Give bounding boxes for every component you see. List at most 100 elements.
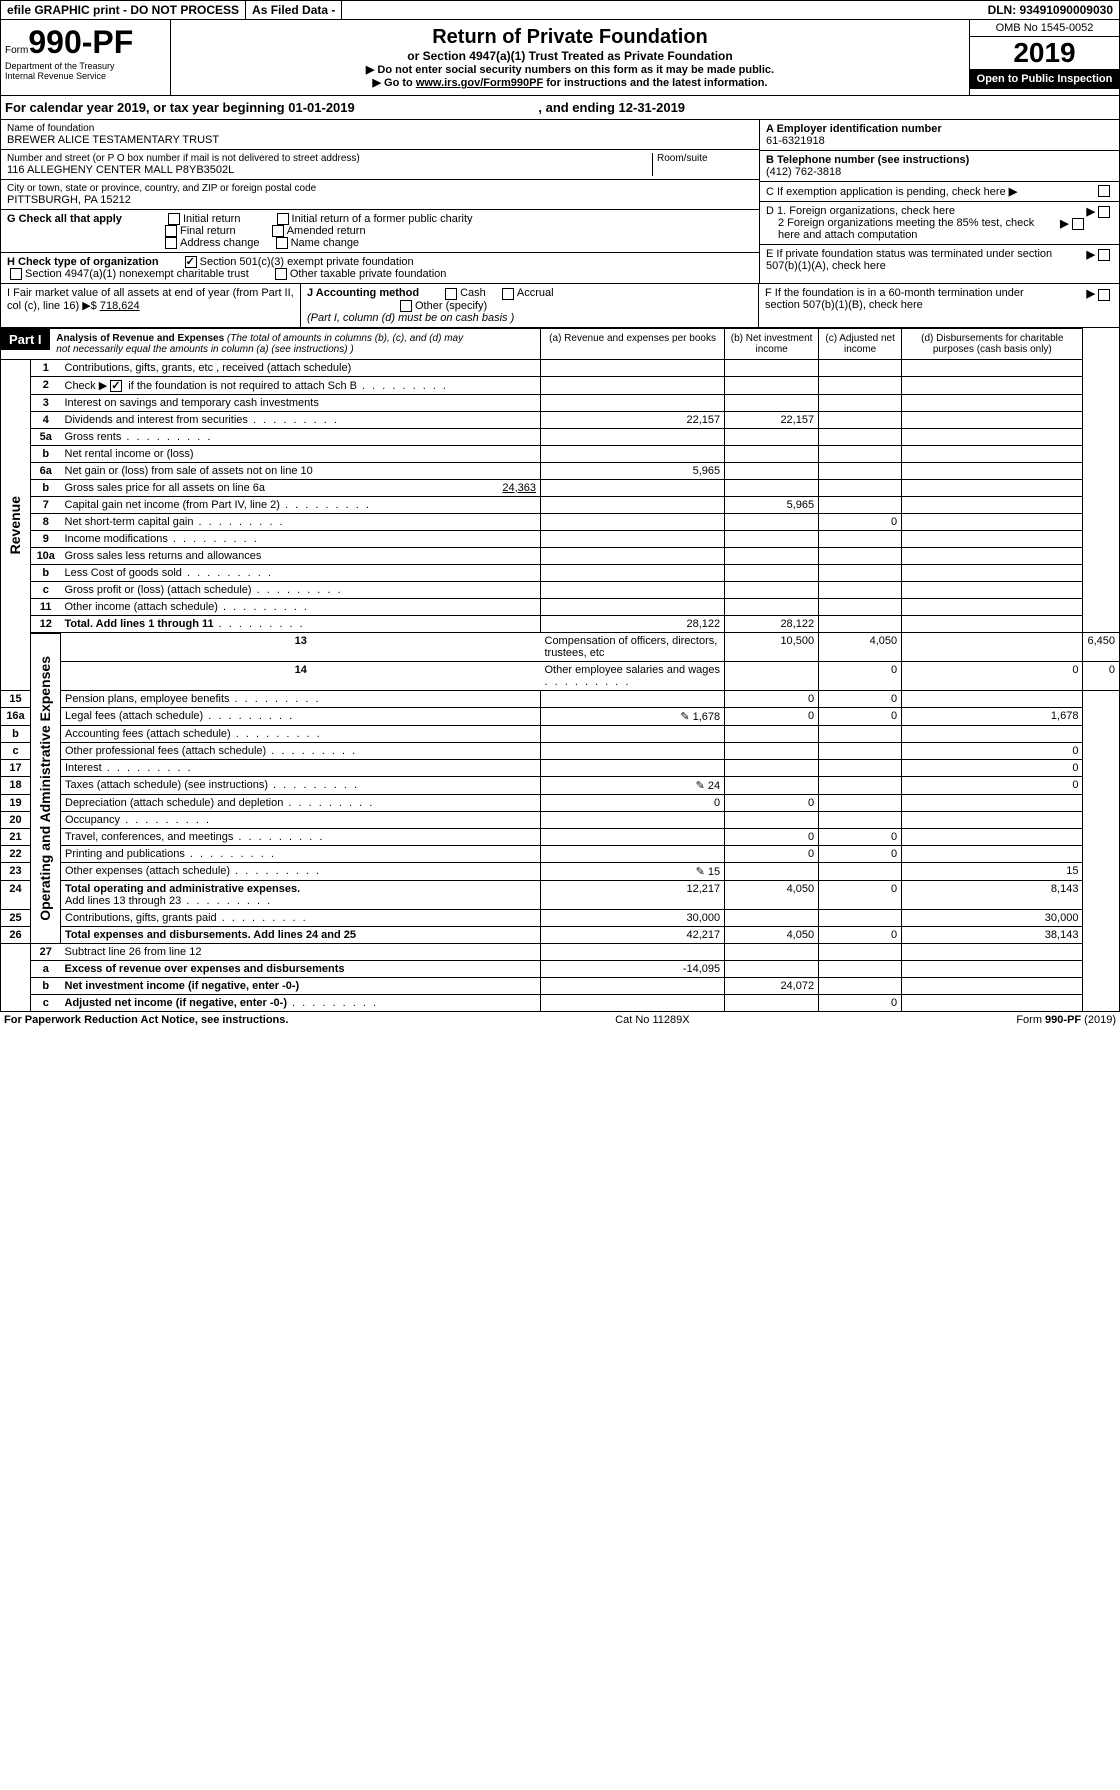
chk-d2[interactable]	[1072, 218, 1084, 230]
table-row: bNet rental income or (loss)	[1, 445, 1120, 462]
revenue-section-label: Revenue	[5, 488, 25, 562]
form-title: Return of Private Foundation	[177, 26, 963, 49]
table-row: bNet investment income (if negative, ent…	[1, 978, 1120, 995]
chk-initial-former[interactable]	[277, 213, 289, 225]
instructions-link-line: ▶ Go to www.irs.gov/Form990PF for instru…	[177, 76, 963, 89]
table-row: bGross sales price for all assets on lin…	[1, 479, 1120, 496]
table-row: 18Taxes (attach schedule) (see instructi…	[1, 777, 1120, 795]
f-label: F If the foundation is in a 60-month ter…	[765, 287, 1055, 311]
table-row: Revenue 1Contributions, gifts, grants, e…	[1, 359, 1120, 376]
table-row: 26Total expenses and disbursements. Add …	[1, 927, 1120, 944]
table-row: aExcess of revenue over expenses and dis…	[1, 961, 1120, 978]
ijf-row: I Fair market value of all assets at end…	[0, 284, 1120, 327]
h-label: H Check type of organization	[7, 256, 159, 268]
title-block: Return of Private Foundation or Section …	[171, 20, 969, 95]
chk-addr-change[interactable]	[165, 237, 177, 249]
chk-accrual[interactable]	[502, 288, 514, 300]
ein: 61-6321918	[766, 135, 825, 147]
table-row: 9Income modifications	[1, 530, 1120, 547]
dept-line2: Internal Revenue Service	[5, 71, 166, 81]
c-label: C If exemption application is pending, c…	[766, 186, 1006, 198]
expenses-section-label: Operating and Administrative Expenses	[35, 648, 55, 929]
table-row: 25Contributions, gifts, grants paid30,00…	[1, 910, 1120, 927]
table-row: 3Interest on savings and temporary cash …	[1, 394, 1120, 411]
chk-name-change[interactable]	[276, 237, 288, 249]
form-word: Form	[5, 45, 28, 56]
col-d-header: (d) Disbursements for charitable purpose…	[902, 328, 1083, 359]
chk-other-taxable[interactable]	[275, 268, 287, 280]
top-bar: efile GRAPHIC print - DO NOT PROCESS As …	[0, 0, 1120, 20]
d2-label: 2 Foreign organizations meeting the 85% …	[766, 217, 1046, 241]
b-label: B Telephone number (see instructions)	[766, 154, 969, 166]
table-row: 14Other employee salaries and wages000	[1, 662, 1120, 691]
irs-link[interactable]: www.irs.gov/Form990PF	[416, 77, 543, 89]
attach-icon[interactable]: ✎	[696, 865, 705, 878]
table-row: 7Capital gain net income (from Part IV, …	[1, 496, 1120, 513]
attach-icon[interactable]: ✎	[680, 710, 689, 723]
e-label: E If private foundation status was termi…	[766, 248, 1056, 272]
dept-line1: Department of the Treasury	[5, 61, 166, 71]
part1-label: Part I	[1, 329, 50, 350]
open-public-badge: Open to Public Inspection	[970, 69, 1119, 89]
table-row: 5aGross rents	[1, 428, 1120, 445]
part1-title: Analysis of Revenue and Expenses	[56, 333, 224, 344]
paperwork-notice: For Paperwork Reduction Act Notice, see …	[4, 1014, 288, 1026]
chk-initial[interactable]	[168, 213, 180, 225]
table-row: 17Interest0	[1, 760, 1120, 777]
d1-label: D 1. Foreign organizations, check here	[766, 205, 955, 217]
calendar-year-row: For calendar year 2019, or tax year begi…	[0, 96, 1120, 120]
omb-number: OMB No 1545-0052	[970, 20, 1119, 37]
chk-c[interactable]	[1098, 185, 1110, 197]
table-row: 11Other income (attach schedule)	[1, 598, 1120, 615]
chk-4947[interactable]	[10, 268, 22, 280]
year-block: OMB No 1545-0052 2019 Open to Public Ins…	[969, 20, 1119, 95]
efile-notice: efile GRAPHIC print - DO NOT PROCESS	[1, 1, 246, 19]
i-label: I Fair market value of all assets at end…	[7, 287, 294, 312]
attach-icon[interactable]: ✎	[696, 779, 705, 792]
phone: (412) 762-3818	[766, 166, 841, 178]
j-note: (Part I, column (d) must be on cash basi…	[307, 312, 514, 324]
name-label: Name of foundation	[7, 123, 753, 134]
chk-cash[interactable]	[445, 288, 457, 300]
table-row: 6aNet gain or (loss) from sale of assets…	[1, 462, 1120, 479]
entity-info: Name of foundation BREWER ALICE TESTAMEN…	[0, 120, 1120, 284]
table-row: Operating and Administrative Expenses 13…	[1, 633, 1120, 662]
fmv-value: 718,624	[100, 300, 140, 312]
table-row: 4Dividends and interest from securities2…	[1, 411, 1120, 428]
page-footer: For Paperwork Reduction Act Notice, see …	[0, 1012, 1120, 1028]
chk-final[interactable]	[165, 225, 177, 237]
chk-schb[interactable]	[110, 380, 122, 392]
table-row: 24Total operating and administrative exp…	[1, 881, 1120, 910]
ssn-warning: ▶ Do not enter social security numbers o…	[177, 63, 963, 76]
city-state-zip: PITTSBURGH, PA 15212	[7, 194, 753, 206]
table-row: 27Subtract line 26 from line 12	[1, 944, 1120, 961]
chk-d1[interactable]	[1098, 206, 1110, 218]
form-number: 990-PF	[28, 24, 133, 60]
street-address: 116 ALLEGHENY CENTER MALL P8YB3502L	[7, 164, 648, 176]
chk-501c3[interactable]	[185, 256, 197, 268]
table-row: 10aGross sales less returns and allowanc…	[1, 547, 1120, 564]
chk-f[interactable]	[1098, 289, 1110, 301]
table-row: 12Total. Add lines 1 through 1128,12228,…	[1, 615, 1120, 633]
form-subtitle: or Section 4947(a)(1) Trust Treated as P…	[177, 49, 963, 63]
form-header: Form990-PF Department of the Treasury In…	[0, 20, 1120, 96]
table-row: 15Pension plans, employee benefits00	[1, 691, 1120, 708]
chk-e[interactable]	[1098, 249, 1110, 261]
table-row: 16aLegal fees (attach schedule)✎ 1,67800…	[1, 708, 1120, 726]
table-row: bAccounting fees (attach schedule)	[1, 726, 1120, 743]
table-row: bLess Cost of goods sold	[1, 564, 1120, 581]
a-label: A Employer identification number	[766, 123, 942, 135]
foundation-name: BREWER ALICE TESTAMENTARY TRUST	[7, 134, 753, 146]
table-row: 2Check ▶ if the foundation is not requir…	[1, 376, 1120, 394]
tax-year: 2019	[970, 37, 1119, 69]
chk-other-method[interactable]	[400, 300, 412, 312]
addr-label: Number and street (or P O box number if …	[7, 153, 648, 164]
table-row: 19Depreciation (attach schedule) and dep…	[1, 795, 1120, 812]
g-label: G Check all that apply	[7, 213, 122, 225]
chk-amended[interactable]	[272, 225, 284, 237]
city-label: City or town, state or province, country…	[7, 183, 753, 194]
table-row: 23Other expenses (attach schedule)✎ 1515	[1, 863, 1120, 881]
dln: DLN: 93491090009030	[982, 1, 1119, 19]
form-ref: Form 990-PF (2019)	[1016, 1014, 1116, 1026]
col-b-header: (b) Net investment income	[725, 328, 819, 359]
